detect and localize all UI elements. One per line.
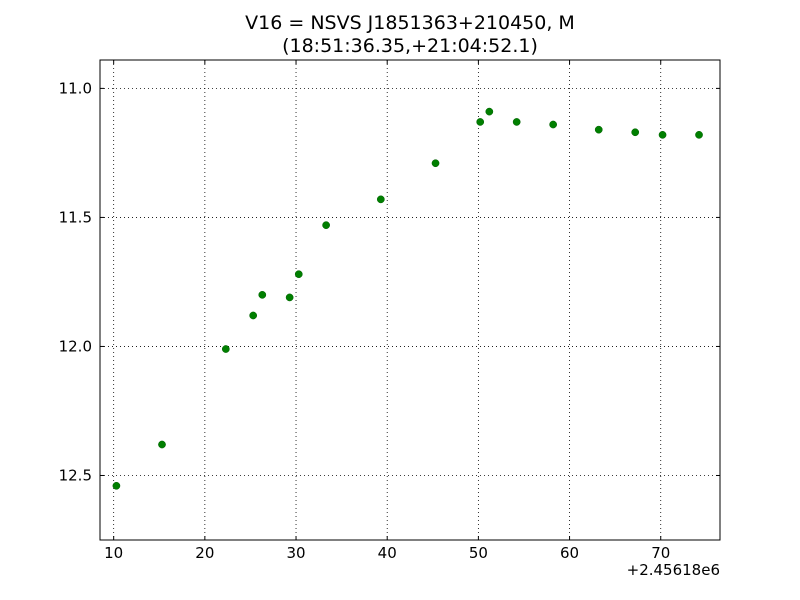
chart-subtitle: (18:51:36.35,+21:04:52.1) <box>282 35 538 57</box>
data-point <box>658 130 667 139</box>
data-point <box>294 270 303 279</box>
data-point <box>695 130 703 139</box>
data-point <box>631 128 640 137</box>
data-point <box>476 118 485 126</box>
x-tick-label: 70 <box>651 544 670 562</box>
data-point <box>376 195 385 204</box>
data-point <box>322 221 330 230</box>
data-point <box>594 125 603 134</box>
x-tick-label: 20 <box>195 544 214 562</box>
data-point <box>249 311 258 320</box>
data-points <box>112 107 703 490</box>
data-point <box>485 107 494 116</box>
x-offset-label: +2.45618e6 <box>627 561 720 579</box>
data-point <box>221 345 230 353</box>
y-tick-label: 11.5 <box>59 208 92 226</box>
x-tick-label: 40 <box>378 544 397 562</box>
data-point <box>512 118 521 126</box>
x-tick-label: 50 <box>469 544 488 562</box>
y-tick-label: 12.0 <box>59 337 92 355</box>
x-tick-label: 60 <box>560 544 579 562</box>
data-point <box>158 440 166 449</box>
data-point <box>112 481 121 490</box>
x-tick-label: 10 <box>104 544 123 562</box>
data-point <box>431 159 440 168</box>
axis-ticks: 10 20 30 40 50 60 70 11.0 11.5 12.0 12.5 <box>59 60 720 562</box>
grid-lines <box>100 60 720 540</box>
x-tick-label: 30 <box>286 544 305 562</box>
y-tick-label: 11.0 <box>59 79 92 97</box>
chart-title: V16 = NSVS J1851363+210450, M <box>245 12 575 34</box>
data-point <box>549 120 557 129</box>
plot-frame <box>99 59 721 541</box>
data-point <box>258 290 267 299</box>
y-tick-label: 12.5 <box>59 466 92 484</box>
data-point <box>285 293 294 302</box>
